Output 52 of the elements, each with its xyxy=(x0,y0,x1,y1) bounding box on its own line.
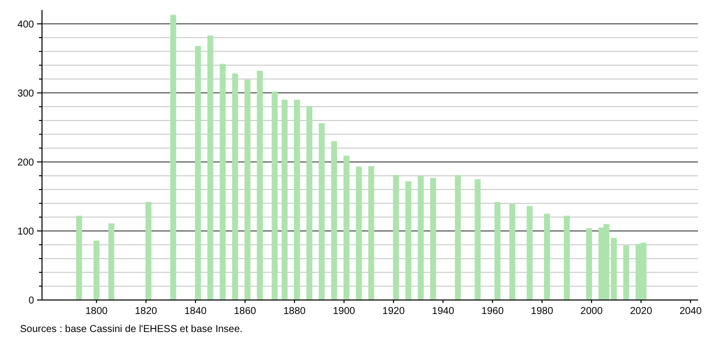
bar xyxy=(509,204,516,300)
bar xyxy=(418,176,424,300)
bar xyxy=(108,223,114,300)
bar xyxy=(544,214,550,300)
bar xyxy=(256,70,263,300)
x-tick-label: 1860 xyxy=(234,306,257,317)
bar xyxy=(393,175,399,300)
bar xyxy=(344,156,350,300)
x-tick-label: 2020 xyxy=(630,306,653,317)
x-tick-label: 1820 xyxy=(134,306,158,317)
y-tick-label: 200 xyxy=(17,157,34,168)
bar xyxy=(318,123,325,300)
bar xyxy=(494,202,500,300)
x-tick-label: 1940 xyxy=(432,306,455,317)
y-tick-label: 100 xyxy=(17,226,34,238)
bar xyxy=(207,36,214,300)
bar xyxy=(145,202,152,300)
y-tick-label: 400 xyxy=(17,19,34,30)
bar xyxy=(244,80,250,300)
x-tick-label: 1960 xyxy=(481,306,504,317)
bar xyxy=(356,166,362,300)
bar xyxy=(76,216,82,300)
bar xyxy=(586,228,592,300)
bar xyxy=(623,245,630,300)
bar xyxy=(368,166,374,300)
x-tick-label: 1980 xyxy=(530,306,554,317)
x-tick-label: 1840 xyxy=(184,306,208,317)
bar xyxy=(564,216,570,300)
bar xyxy=(526,206,533,300)
x-tick-label: 1920 xyxy=(382,306,406,317)
bar xyxy=(405,181,412,300)
bar xyxy=(194,46,201,300)
x-tick-label: 1900 xyxy=(332,306,356,317)
bar xyxy=(430,178,436,300)
bar xyxy=(170,14,176,300)
bar xyxy=(474,179,481,300)
x-tick-label: 1800 xyxy=(85,306,108,317)
source-note: Sources : base Cassini de l'EHESS et base Insee. xyxy=(20,324,243,335)
bar xyxy=(272,91,278,300)
y-tick-label: 0 xyxy=(28,296,34,306)
y-tick-label: 300 xyxy=(17,88,34,100)
bar xyxy=(232,74,238,300)
x-tick-label: 2000 xyxy=(580,306,604,317)
bar xyxy=(454,175,461,300)
bar xyxy=(306,106,312,300)
x-tick-label: 2040 xyxy=(679,306,702,317)
x-tick-label: 1880 xyxy=(283,306,306,317)
bar xyxy=(93,240,100,300)
bar xyxy=(220,64,226,300)
bar xyxy=(282,100,288,300)
bar xyxy=(294,100,300,300)
bar xyxy=(331,141,338,300)
